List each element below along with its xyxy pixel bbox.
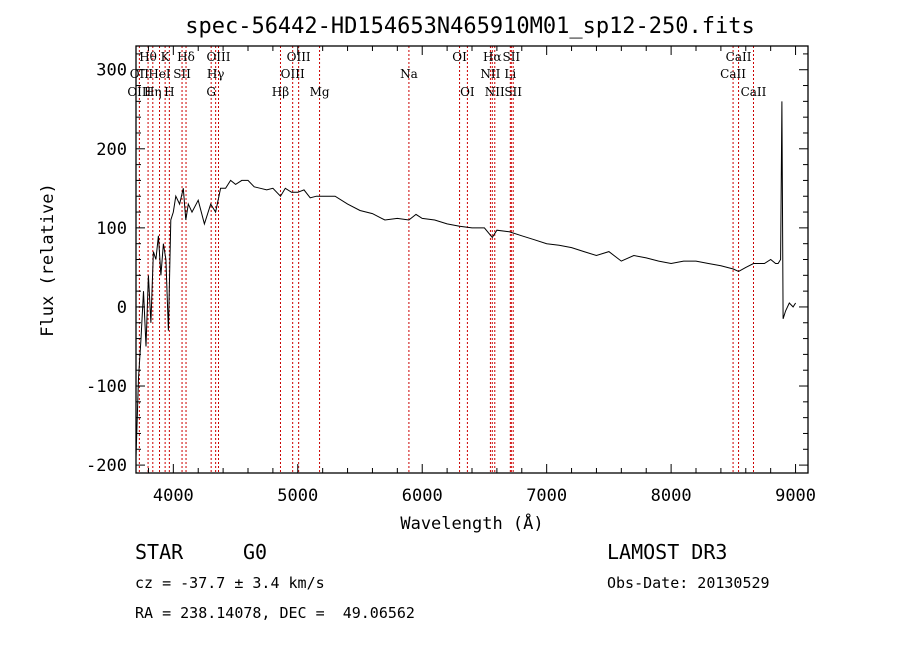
spectral-line-label: SII bbox=[173, 67, 191, 81]
y-tick-label: 100 bbox=[96, 219, 127, 239]
spectral-line-label: NII bbox=[485, 85, 505, 99]
spectral-line-label: OI bbox=[460, 85, 475, 99]
observation-date: Obs-Date: 20130529 bbox=[607, 574, 770, 592]
spectral-line-label: Mg bbox=[310, 85, 330, 99]
spectral-line-label: Hθ bbox=[139, 50, 157, 64]
spectral-line-label: Hγ bbox=[207, 67, 225, 81]
y-tick-label: -100 bbox=[86, 377, 127, 397]
x-tick-label: 7000 bbox=[526, 486, 567, 506]
spectral-line-label: OII bbox=[130, 67, 150, 81]
spectral-line-label: Na bbox=[400, 67, 418, 81]
spectral-line-label: OIII bbox=[127, 85, 151, 99]
spectral-line-label: SII bbox=[502, 50, 520, 64]
x-tick-label: 6000 bbox=[402, 486, 443, 506]
y-tick-label: 300 bbox=[96, 61, 127, 81]
spectral-line-label: CaII bbox=[741, 85, 767, 99]
plot-frame bbox=[135, 45, 809, 474]
sky-coordinates: RA = 238.14078, DEC = 49.06562 bbox=[135, 604, 415, 622]
spectral-line-label: OIII bbox=[281, 67, 305, 81]
spectral-line-label: Hα bbox=[483, 50, 502, 64]
spectral-line-labels: Hθ OII OIII K HeI Hη SII H Hδ OIII Hγ G Hβ OIII OIII Mg… bbox=[127, 50, 766, 99]
spectral-line-label: Hβ bbox=[272, 85, 289, 99]
spectral-line-label: SII bbox=[504, 85, 522, 99]
y-tick-label: -200 bbox=[86, 456, 127, 476]
spectral-line-label: OI bbox=[452, 50, 467, 64]
x-axis-ticks: 4000 5000 6000 7000 8000 9000 bbox=[147, 46, 816, 506]
x-axis-label: Wavelength (Å) bbox=[400, 512, 543, 534]
spectral-line-label: OIII bbox=[206, 50, 230, 64]
spectral-line-label: G bbox=[206, 85, 216, 99]
chart-title: spec-56442-HD154653N465910M01_sp12-250.f… bbox=[185, 14, 755, 39]
survey-name: LAMOST DR3 bbox=[607, 540, 728, 564]
x-tick-label: 8000 bbox=[651, 486, 692, 506]
object-subclass: G0 bbox=[243, 540, 268, 564]
spectral-line-markers bbox=[138, 46, 754, 473]
spectral-line-label: Hη bbox=[144, 85, 162, 99]
spectral-line-label: H bbox=[164, 85, 174, 99]
x-tick-label: 4000 bbox=[153, 486, 194, 506]
spectral-line-label: CaII bbox=[720, 67, 746, 81]
spectral-line-label: OIII bbox=[287, 50, 311, 64]
spectral-line-label: Hδ bbox=[177, 50, 195, 64]
y-tick-label: 200 bbox=[96, 140, 127, 160]
spectrum-series-line bbox=[135, 101, 797, 458]
spectral-line-label: K bbox=[161, 50, 171, 64]
spectral-line-label: Li bbox=[504, 67, 516, 81]
spectral-line-label: CaII bbox=[726, 50, 752, 64]
object-class: STAR bbox=[135, 540, 184, 564]
y-axis-ticks: -200 -100 0 100 200 300 bbox=[86, 53, 808, 476]
x-tick-label: 9000 bbox=[775, 486, 816, 506]
redshift-velocity: cz = -37.7 ± 3.4 km/s bbox=[135, 574, 325, 592]
x-tick-label: 5000 bbox=[277, 486, 318, 506]
y-tick-label: 0 bbox=[117, 298, 127, 318]
spectral-line-label: NII bbox=[480, 67, 500, 81]
y-axis-label: Flux (relative) bbox=[38, 183, 58, 337]
spectral-line-label: HeI bbox=[148, 67, 171, 81]
